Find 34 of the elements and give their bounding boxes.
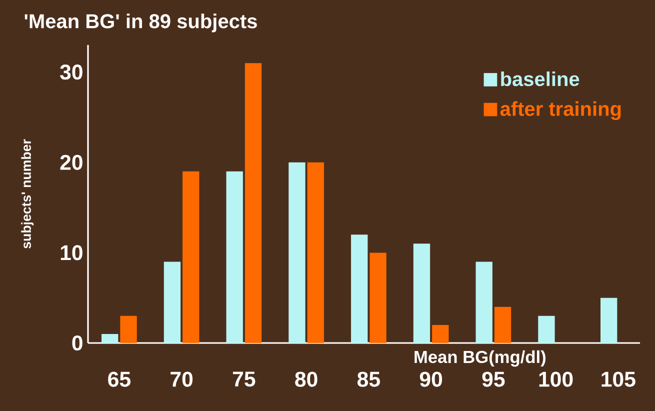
bar [432, 324, 449, 343]
x-tick-label: 70 [170, 372, 193, 387]
bar [351, 234, 368, 343]
x-tick-label: 100 [539, 372, 573, 387]
bar [307, 162, 324, 343]
x-tick-label: 80 [295, 372, 318, 387]
bar [244, 63, 262, 343]
bar [413, 244, 430, 343]
x-tick-label: 85 [357, 372, 380, 387]
y-tick-label: 30 [60, 64, 82, 80]
x-tick-label: 95 [482, 372, 505, 387]
x-tick-label: 65 [108, 372, 130, 387]
chart-title: 'Mean BG' in 89 subjects [24, 14, 257, 32]
bar [288, 162, 306, 343]
bar [120, 316, 137, 343]
bar [476, 262, 492, 343]
y-axis-title: subjects' number [21, 139, 34, 248]
y-tick-label: 20 [60, 154, 82, 170]
x-tick-label: 90 [420, 372, 442, 387]
bar [226, 171, 243, 343]
x-axis-title: Mean BG(mg/dl) [414, 350, 546, 367]
bar [538, 316, 555, 343]
legend-label: baseline [501, 71, 580, 86]
bar [102, 334, 118, 343]
bar [182, 171, 200, 343]
x-tick-label: 105 [602, 372, 636, 387]
y-tick-label: 10 [60, 245, 82, 260]
bar [370, 252, 386, 343]
bar [164, 262, 181, 343]
x-tick-label: 75 [232, 372, 256, 387]
bar [494, 306, 512, 343]
legend-label: after training [500, 101, 621, 120]
bar [600, 298, 618, 343]
y-tick-label: 0 [72, 335, 82, 351]
